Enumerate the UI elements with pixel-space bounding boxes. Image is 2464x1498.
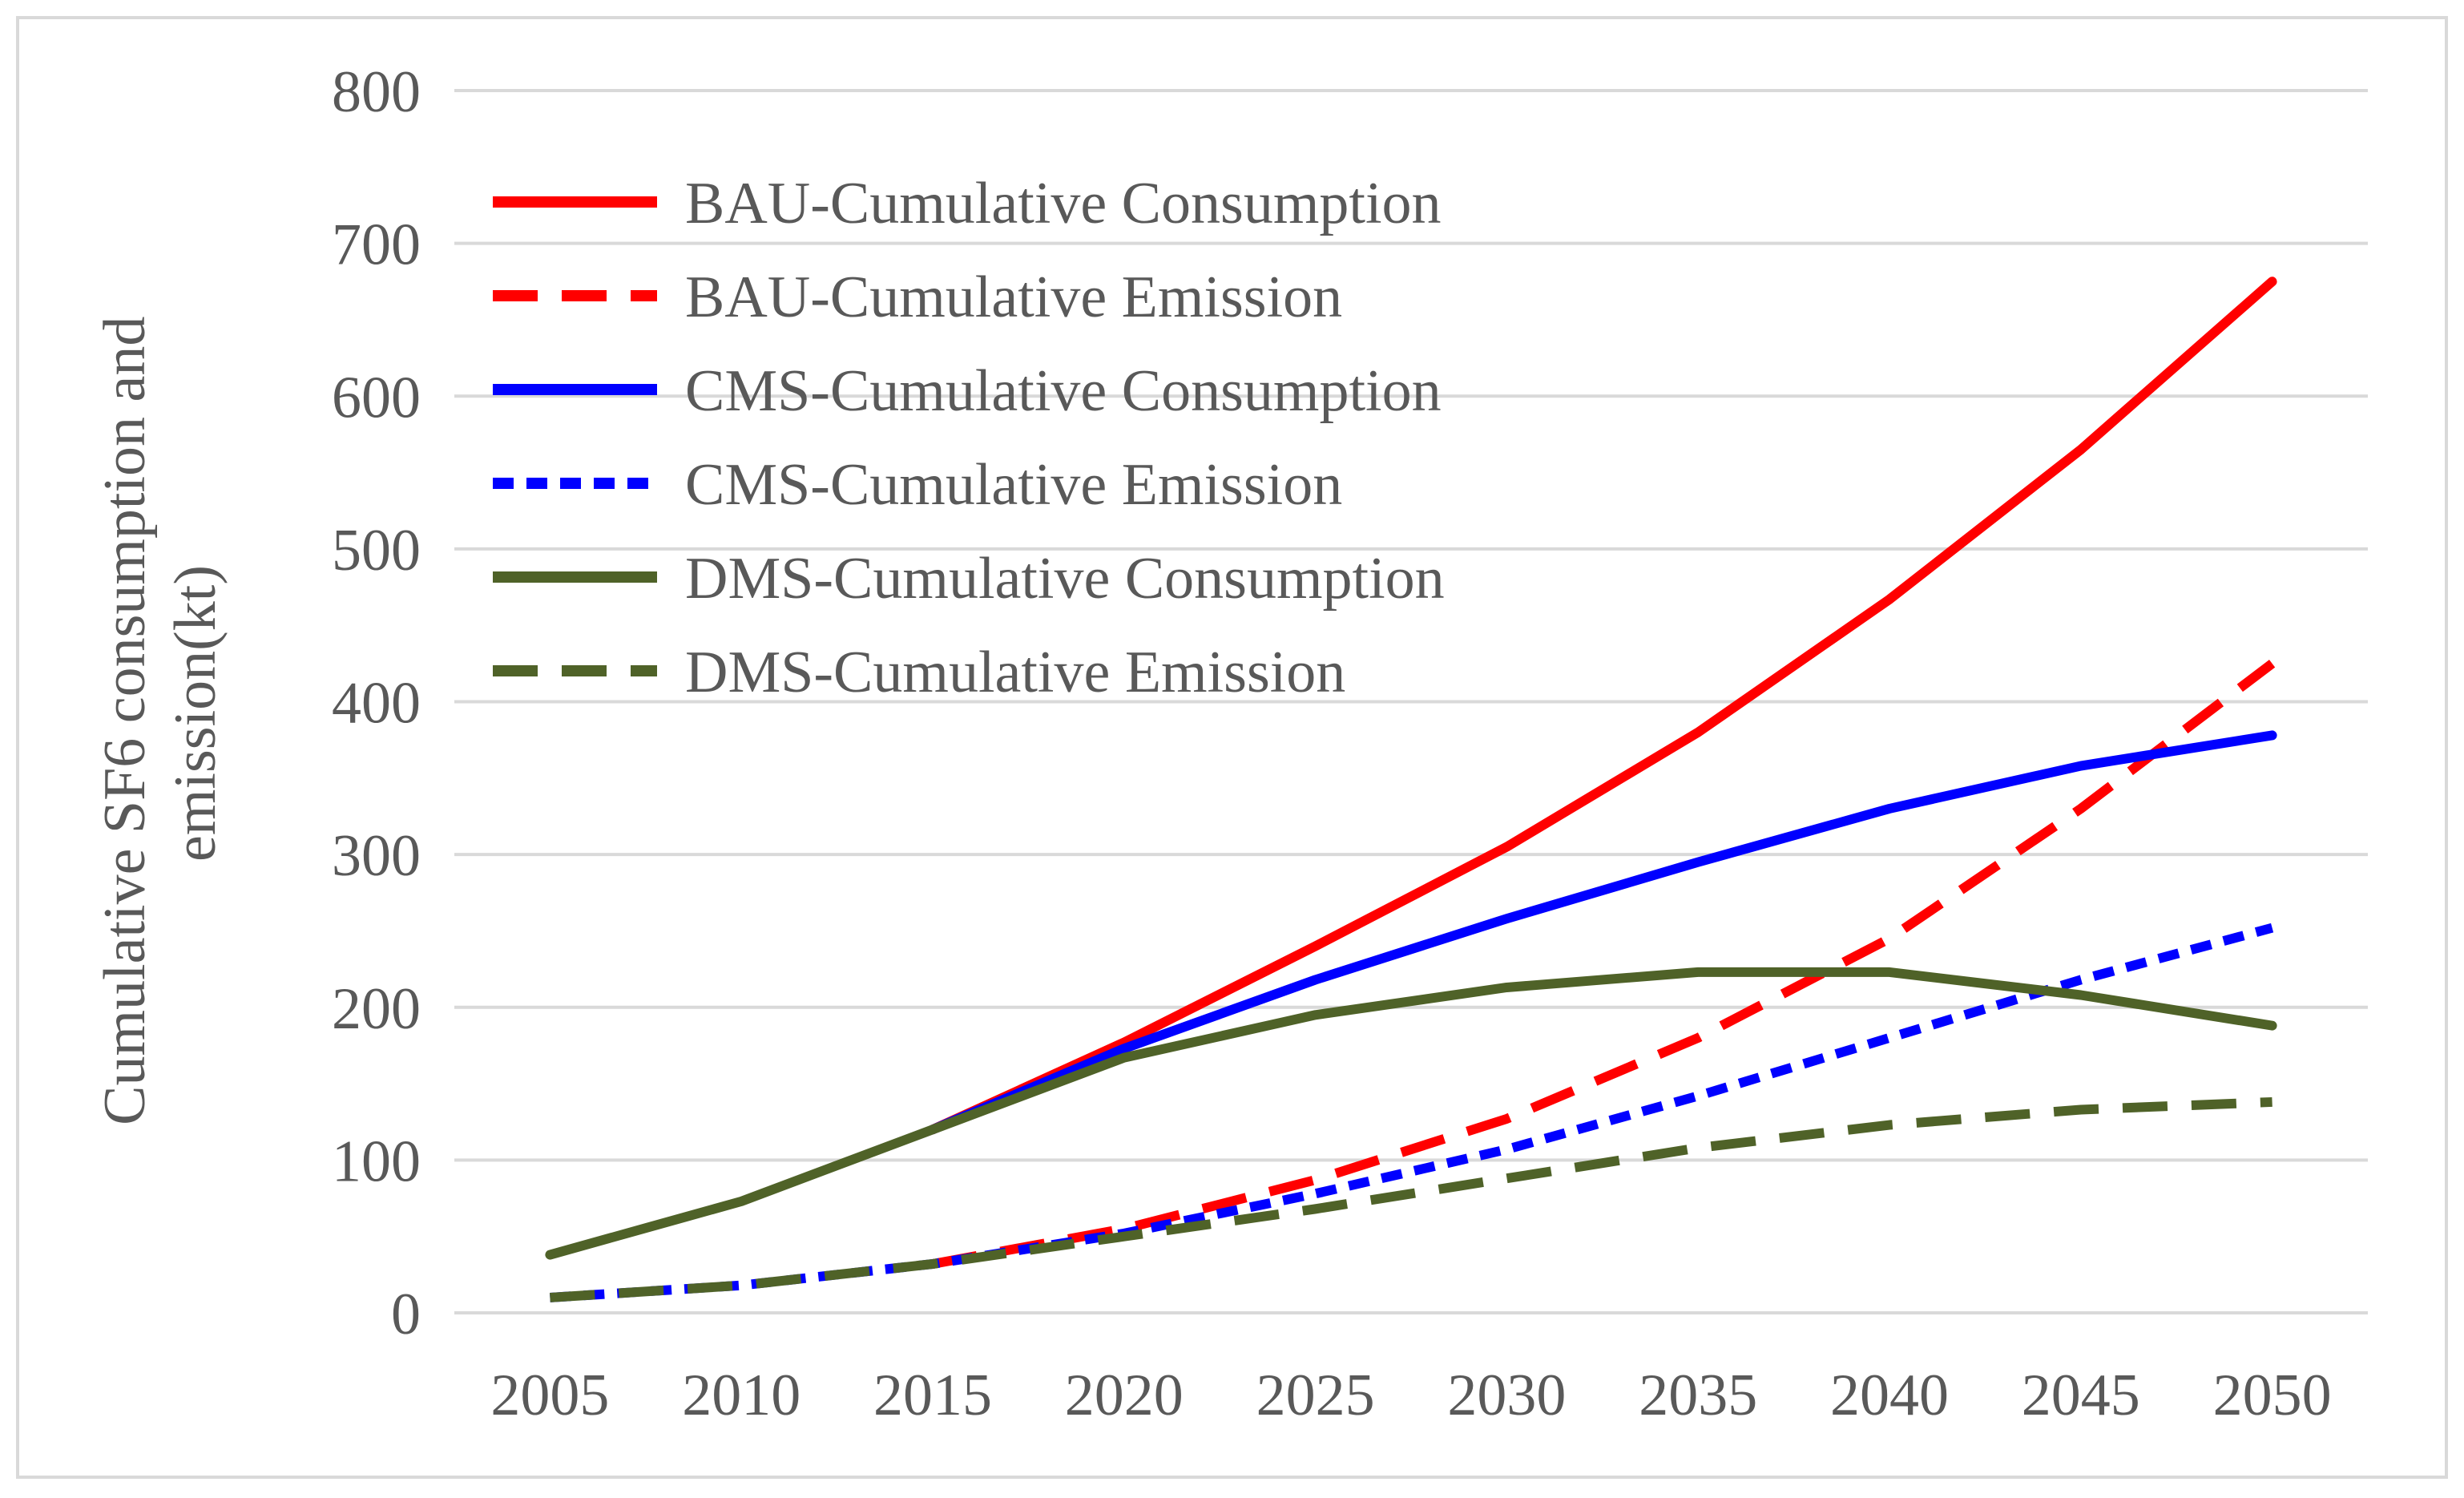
- y-axis-ticks: 0 100 200 300 400 500 600 700 800: [332, 59, 421, 1347]
- legend-label: DMS-Cumulative Consumption: [685, 546, 1445, 612]
- x-tick-label: 2030: [1447, 1363, 1566, 1428]
- x-tick-label: 2005: [490, 1363, 609, 1428]
- x-axis-ticks: 2005 2010 2015 2020 2025 2030 2035 2040 2045 2050: [490, 1363, 2331, 1428]
- series-lines: [545, 277, 2277, 1302]
- series-line-bau-cumulative-consumption: [928, 277, 2277, 1135]
- y-tick-label: 500: [332, 518, 421, 583]
- y-tick-label: 300: [332, 823, 421, 889]
- legend: BAU-Cumulative Consumption BAU-Cumulative…: [493, 171, 1445, 705]
- legend-label: DMS-Cumulative Emission: [685, 640, 1345, 705]
- x-tick-label: 2050: [2213, 1363, 2332, 1428]
- gridlines: [454, 89, 2368, 1314]
- x-tick-label: 2020: [1065, 1363, 1184, 1428]
- legend-label: CMS-Cumulative Emission: [685, 452, 1342, 518]
- legend-label: CMS-Cumulative Consumption: [685, 358, 1442, 424]
- x-tick-label: 2045: [2022, 1363, 2140, 1428]
- x-tick-label: 2015: [873, 1363, 992, 1428]
- y-tick-label: 400: [332, 671, 421, 737]
- y-tick-label: 700: [332, 212, 421, 278]
- y-tick-label: 600: [332, 365, 421, 430]
- series-line-bau-cumulative-emission: [931, 660, 2276, 1269]
- chart-frame: [16, 16, 2448, 1479]
- y-tick-label: 200: [332, 976, 421, 1042]
- y-tick-label: 800: [332, 59, 421, 125]
- legend-label: BAU-Cumulative Consumption: [685, 171, 1442, 236]
- x-tick-label: 2025: [1256, 1363, 1375, 1428]
- y-axis-title: Cumulative SF6 consumption and emission(…: [92, 301, 228, 1125]
- x-tick-label: 2035: [1639, 1363, 1757, 1428]
- x-tick-label: 2040: [1830, 1363, 1949, 1428]
- y-tick-label: 0: [391, 1282, 421, 1347]
- y-tick-label: 100: [332, 1129, 421, 1194]
- y-axis-title-line-1: Cumulative SF6 consumption and: [92, 317, 158, 1125]
- legend-label: BAU-Cumulative Emission: [685, 264, 1342, 330]
- series-line-cms-cumulative-consumption: [928, 730, 2277, 1135]
- y-axis-title-line-2: emission(kt): [163, 565, 228, 862]
- series-line-dms-cumulative-emission: [550, 1096, 2272, 1302]
- x-tick-label: 2010: [682, 1363, 800, 1428]
- series-line-dms-cumulative-consumption: [545, 967, 2277, 1260]
